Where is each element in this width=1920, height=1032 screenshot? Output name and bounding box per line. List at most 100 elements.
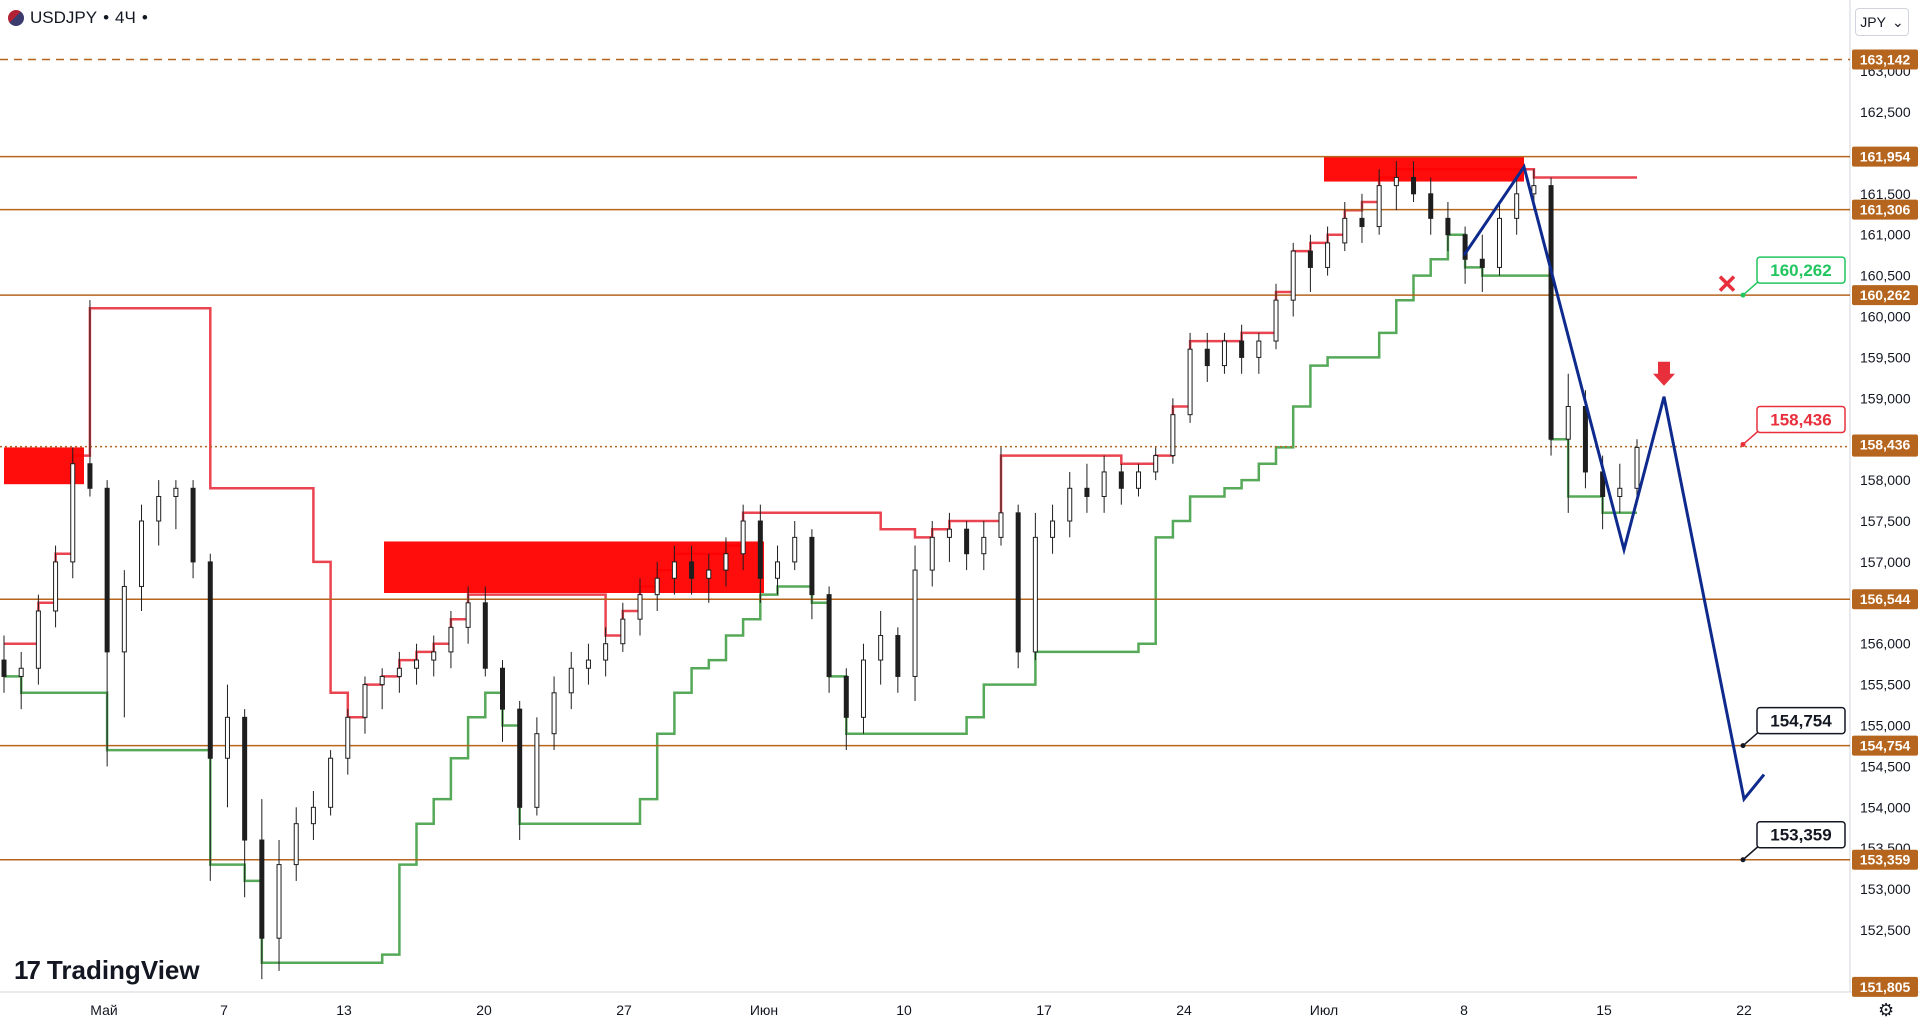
candle-body [328, 757, 334, 808]
candle-body [809, 536, 815, 596]
candle-body [345, 716, 351, 759]
x-tick-label: 7 [220, 1002, 228, 1018]
candle-body [87, 463, 93, 489]
candle-body [259, 839, 265, 939]
y-tick-label: 160,000 [1860, 309, 1911, 325]
callout-label-0: 160,262 [1770, 261, 1831, 280]
y-tick-label: 154,000 [1860, 799, 1911, 815]
candle-body [1393, 176, 1399, 187]
tradingview-logo: 17 TradingView [14, 955, 200, 986]
level-badge-0: 163,142 [1860, 52, 1911, 68]
y-tick-label: 162,500 [1860, 104, 1911, 120]
logo-text: TradingView [46, 955, 200, 985]
candle-body [1307, 250, 1313, 268]
level-badge-1: 161,954 [1860, 149, 1911, 165]
price-badge-1-bg [1852, 976, 1918, 997]
price-badge-1: 151,805 [1860, 979, 1911, 995]
candle-body [1084, 487, 1090, 497]
candle-body [1325, 242, 1331, 268]
candle-body [156, 495, 162, 522]
symbol-header[interactable]: USDJPY • 4Ч • [8, 8, 148, 28]
x-tick-label: 22 [1736, 1002, 1752, 1018]
candle-body [964, 528, 970, 555]
candle-body [1617, 487, 1623, 497]
currency-button[interactable]: JPY ⌄ [1855, 8, 1909, 36]
level-badge-7-bg [1852, 849, 1918, 870]
candle-body [121, 585, 127, 653]
callout-leader-2 [1742, 731, 1760, 747]
level-badge-2-bg [1852, 199, 1918, 220]
candle-body [35, 610, 41, 669]
candle-body [775, 561, 781, 579]
candle-body [912, 569, 918, 677]
candle-body [448, 626, 454, 653]
candle-body [551, 692, 557, 735]
candle-body [620, 618, 626, 645]
level-badge-7: 153,359 [1860, 852, 1911, 868]
x-tick-label: 10 [896, 1002, 912, 1018]
callout-label-3: 153,359 [1770, 826, 1831, 845]
candle-body [1239, 340, 1245, 358]
candle-body [242, 716, 248, 841]
candle-body [1531, 185, 1537, 195]
tradingview-mark-icon: 17 [14, 955, 41, 985]
candle-body [1101, 471, 1107, 497]
callout-box-2 [1756, 706, 1846, 735]
candle-body [585, 659, 591, 669]
x-tick-label: 13 [336, 1002, 352, 1018]
timeframe-label: 4Ч [115, 8, 136, 27]
y-tick-label: 161,000 [1860, 227, 1911, 243]
candle-body [173, 487, 179, 497]
candle-body [929, 536, 935, 571]
candle-body [1221, 340, 1227, 367]
callout-leader-1 [1742, 429, 1760, 446]
callout-leader-3 [1742, 845, 1760, 861]
candle-body [1514, 193, 1520, 219]
candle-body [946, 528, 952, 538]
candle-body [1376, 185, 1382, 228]
candle-body [792, 536, 798, 563]
gear-icon[interactable]: ⚙ [1878, 1000, 1895, 1020]
candle-body [826, 594, 832, 677]
y-tick-label: 157,000 [1860, 554, 1911, 570]
header-separator: • [103, 8, 110, 27]
candle-body [104, 487, 110, 653]
candle-body [843, 675, 849, 718]
y-tick-label: 159,000 [1860, 390, 1911, 406]
x-tick-label: Июл [1310, 1002, 1338, 1018]
supply-zone-2 [1324, 157, 1524, 182]
candle-body [1479, 258, 1485, 268]
candle-body [1428, 193, 1434, 219]
candle-body [1462, 234, 1468, 260]
candle-body [499, 667, 505, 710]
candle-body [1204, 348, 1210, 367]
level-badge-2: 161,306 [1860, 202, 1911, 218]
candle-body [362, 684, 368, 718]
candle-body [1153, 455, 1159, 473]
callout-box-1 [1756, 405, 1846, 434]
candle-body [1118, 471, 1124, 489]
candle-body [1445, 217, 1451, 236]
candle-body [878, 635, 884, 661]
candle-body [757, 520, 763, 579]
candle-body [465, 602, 471, 628]
x-tick-label: 20 [476, 1002, 492, 1018]
callout-leader-0 [1742, 280, 1760, 296]
candle-body [293, 823, 299, 866]
candle-body [895, 635, 901, 677]
candle-body [517, 708, 523, 808]
level-badge-3-bg [1852, 285, 1918, 306]
candle-body [1050, 520, 1056, 538]
candle-body [190, 487, 196, 563]
candle-body [482, 602, 488, 669]
callout-box-3 [1756, 820, 1846, 849]
candle-body [310, 806, 316, 825]
cross-icon [1718, 275, 1736, 292]
y-tick-label: 156,000 [1860, 636, 1911, 652]
price-badge-0: 158,436 [1860, 436, 1911, 452]
candle-body [276, 864, 282, 939]
down-arrow-icon [1653, 361, 1675, 386]
callout-box-0 [1756, 256, 1846, 284]
projection-path [1462, 163, 1766, 803]
